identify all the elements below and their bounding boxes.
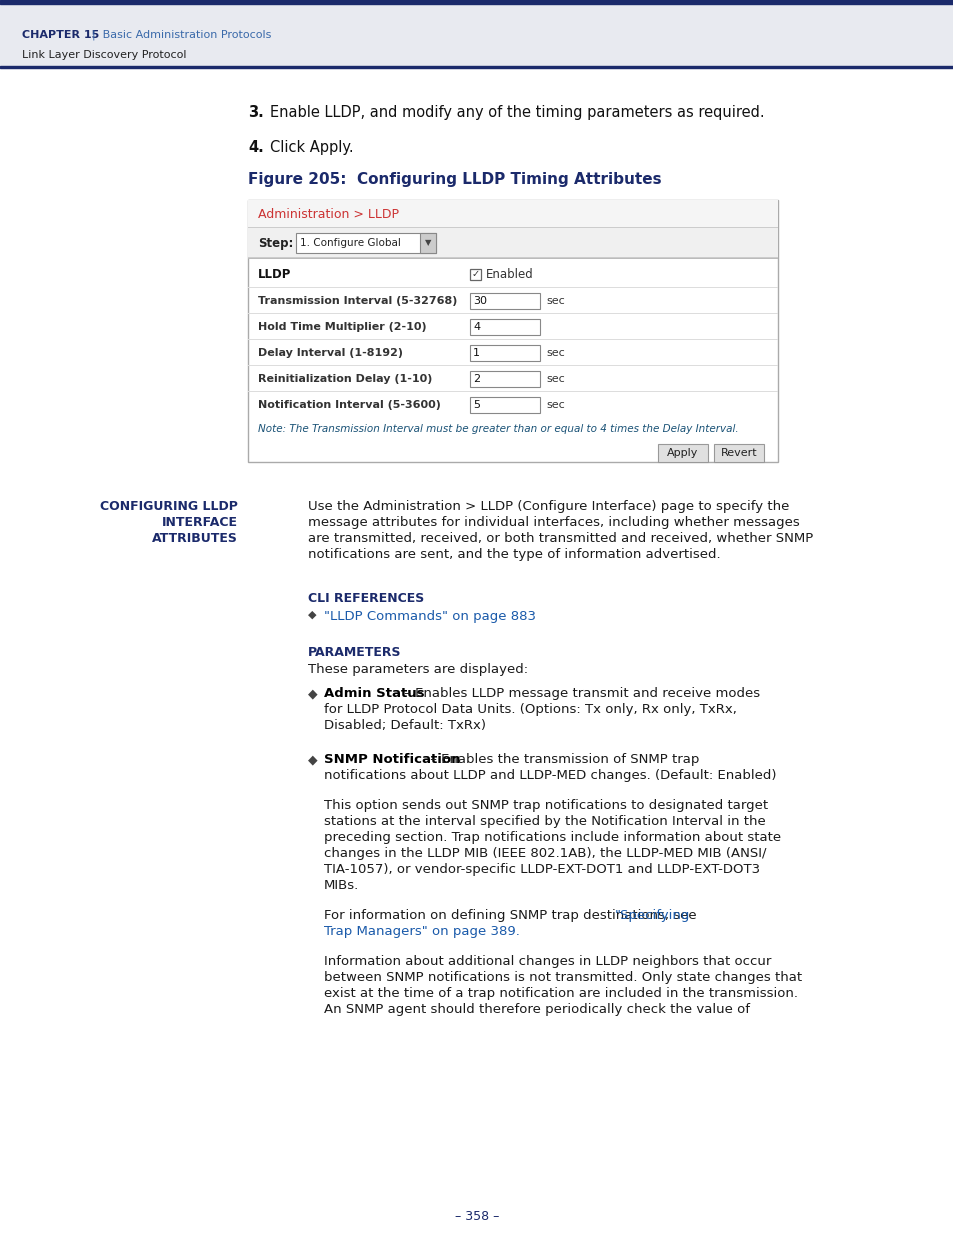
- Text: TIA-1057), or vendor-specific LLDP-EXT-DOT1 and LLDP-EXT-DOT3: TIA-1057), or vendor-specific LLDP-EXT-D…: [324, 863, 760, 876]
- Text: notifications about LLDP and LLDP-MED changes. (Default: Enabled): notifications about LLDP and LLDP-MED ch…: [324, 769, 776, 782]
- Text: Apply: Apply: [666, 448, 698, 458]
- Text: Transmission Interval (5-32768): Transmission Interval (5-32768): [257, 296, 456, 306]
- Bar: [419, 233, 436, 253]
- Text: ✓: ✓: [471, 269, 479, 279]
- Text: – Enables the transmission of SNMP trap: – Enables the transmission of SNMP trap: [426, 753, 699, 766]
- Text: are transmitted, received, or both transmitted and received, whether SNMP: are transmitted, received, or both trans…: [308, 532, 812, 545]
- Text: INTERFACE: INTERFACE: [162, 516, 237, 529]
- Text: stations at the interval specified by the Notification Interval in the: stations at the interval specified by th…: [324, 815, 765, 827]
- Text: "Specifying: "Specifying: [615, 909, 690, 923]
- Bar: [0, 4, 953, 68]
- Text: 4: 4: [473, 322, 479, 332]
- Text: Disabled; Default: TxRx): Disabled; Default: TxRx): [324, 719, 485, 732]
- Text: between SNMP notifications is not transmitted. Only state changes that: between SNMP notifications is not transm…: [324, 971, 801, 984]
- Bar: [248, 228, 778, 258]
- Text: Hold Time Multiplier (2-10): Hold Time Multiplier (2-10): [257, 322, 426, 332]
- Text: Delay Interval (1-8192): Delay Interval (1-8192): [257, 348, 402, 358]
- Text: – Enables LLDP message transmit and receive modes: – Enables LLDP message transmit and rece…: [399, 687, 760, 700]
- Text: Information about additional changes in LLDP neighbors that occur: Information about additional changes in …: [324, 955, 771, 968]
- Text: sec: sec: [545, 348, 564, 358]
- Bar: [248, 200, 778, 228]
- Bar: [248, 200, 778, 462]
- Bar: [470, 293, 539, 309]
- Bar: [470, 396, 539, 412]
- Text: 4.: 4.: [248, 140, 263, 156]
- Text: An SNMP agent should therefore periodically check the value of: An SNMP agent should therefore periodica…: [324, 1003, 749, 1016]
- Text: ◆: ◆: [308, 753, 317, 766]
- Text: Link Layer Discovery Protocol: Link Layer Discovery Protocol: [22, 49, 186, 61]
- Text: Enabled: Enabled: [485, 268, 533, 280]
- Text: 1. Configure Global: 1. Configure Global: [299, 238, 400, 248]
- Text: "LLDP Commands" on page 883: "LLDP Commands" on page 883: [324, 610, 536, 622]
- Text: LLDP: LLDP: [257, 268, 291, 280]
- Text: Click Apply.: Click Apply.: [270, 140, 354, 156]
- Text: for LLDP Protocol Data Units. (Options: Tx only, Rx only, TxRx,: for LLDP Protocol Data Units. (Options: …: [324, 703, 736, 716]
- Text: sec: sec: [545, 400, 564, 410]
- Text: ATTRIBUTES: ATTRIBUTES: [152, 532, 237, 545]
- Text: Administration > LLDP: Administration > LLDP: [257, 207, 398, 221]
- Text: 1: 1: [473, 348, 479, 358]
- Text: sec: sec: [545, 296, 564, 306]
- Text: Use the Administration > LLDP (Configure Interface) page to specify the: Use the Administration > LLDP (Configure…: [308, 500, 788, 513]
- Text: 2: 2: [473, 374, 479, 384]
- Text: ◆: ◆: [308, 687, 317, 700]
- Bar: [470, 319, 539, 335]
- Text: PARAMETERS: PARAMETERS: [308, 646, 401, 659]
- Text: ▼: ▼: [424, 238, 431, 247]
- Text: These parameters are displayed:: These parameters are displayed:: [308, 663, 528, 676]
- Text: CHAPTER 15: CHAPTER 15: [22, 30, 99, 40]
- Text: Trap Managers" on page 389.: Trap Managers" on page 389.: [324, 925, 519, 939]
- Text: 30: 30: [473, 296, 486, 306]
- Text: For information on defining SNMP trap destinations, see: For information on defining SNMP trap de…: [324, 909, 700, 923]
- Text: |  Basic Administration Protocols: | Basic Administration Protocols: [85, 30, 271, 41]
- Text: 3.: 3.: [248, 105, 263, 120]
- Bar: [713, 445, 763, 462]
- Text: Reinitialization Delay (1-10): Reinitialization Delay (1-10): [257, 374, 432, 384]
- Text: preceding section. Trap notifications include information about state: preceding section. Trap notifications in…: [324, 831, 781, 844]
- Text: Enable LLDP, and modify any of the timing parameters as required.: Enable LLDP, and modify any of the timin…: [270, 105, 763, 120]
- Text: – 358 –: – 358 –: [455, 1210, 498, 1224]
- Text: Notification Interval (5-3600): Notification Interval (5-3600): [257, 400, 440, 410]
- Text: MIBs.: MIBs.: [324, 879, 359, 892]
- Text: Admin Status: Admin Status: [324, 687, 424, 700]
- Text: Step:: Step:: [257, 236, 294, 249]
- Text: This option sends out SNMP trap notifications to designated target: This option sends out SNMP trap notifica…: [324, 799, 767, 811]
- Text: exist at the time of a trap notification are included in the transmission.: exist at the time of a trap notification…: [324, 987, 797, 1000]
- Bar: [0, 0, 953, 4]
- Bar: [658, 445, 707, 462]
- Text: message attributes for individual interfaces, including whether messages: message attributes for individual interf…: [308, 516, 799, 529]
- Text: notifications are sent, and the type of information advertised.: notifications are sent, and the type of …: [308, 548, 720, 561]
- Text: CLI REFERENCES: CLI REFERENCES: [308, 592, 424, 605]
- Text: sec: sec: [545, 374, 564, 384]
- Text: 5: 5: [473, 400, 479, 410]
- Bar: [470, 345, 539, 361]
- Text: Figure 205:  Configuring LLDP Timing Attributes: Figure 205: Configuring LLDP Timing Attr…: [248, 172, 661, 186]
- Bar: [470, 268, 480, 279]
- Text: changes in the LLDP MIB (IEEE 802.1AB), the LLDP-MED MIB (ANSI/: changes in the LLDP MIB (IEEE 802.1AB), …: [324, 847, 765, 860]
- Bar: [470, 370, 539, 387]
- Bar: [295, 233, 436, 253]
- Text: SNMP Notification: SNMP Notification: [324, 753, 460, 766]
- Text: Revert: Revert: [720, 448, 757, 458]
- Text: ◆: ◆: [308, 610, 316, 620]
- Text: Note: The Transmission Interval must be greater than or equal to 4 times the Del: Note: The Transmission Interval must be …: [257, 424, 738, 433]
- Text: CONFIGURING LLDP: CONFIGURING LLDP: [100, 500, 237, 513]
- Bar: [0, 65, 953, 68]
